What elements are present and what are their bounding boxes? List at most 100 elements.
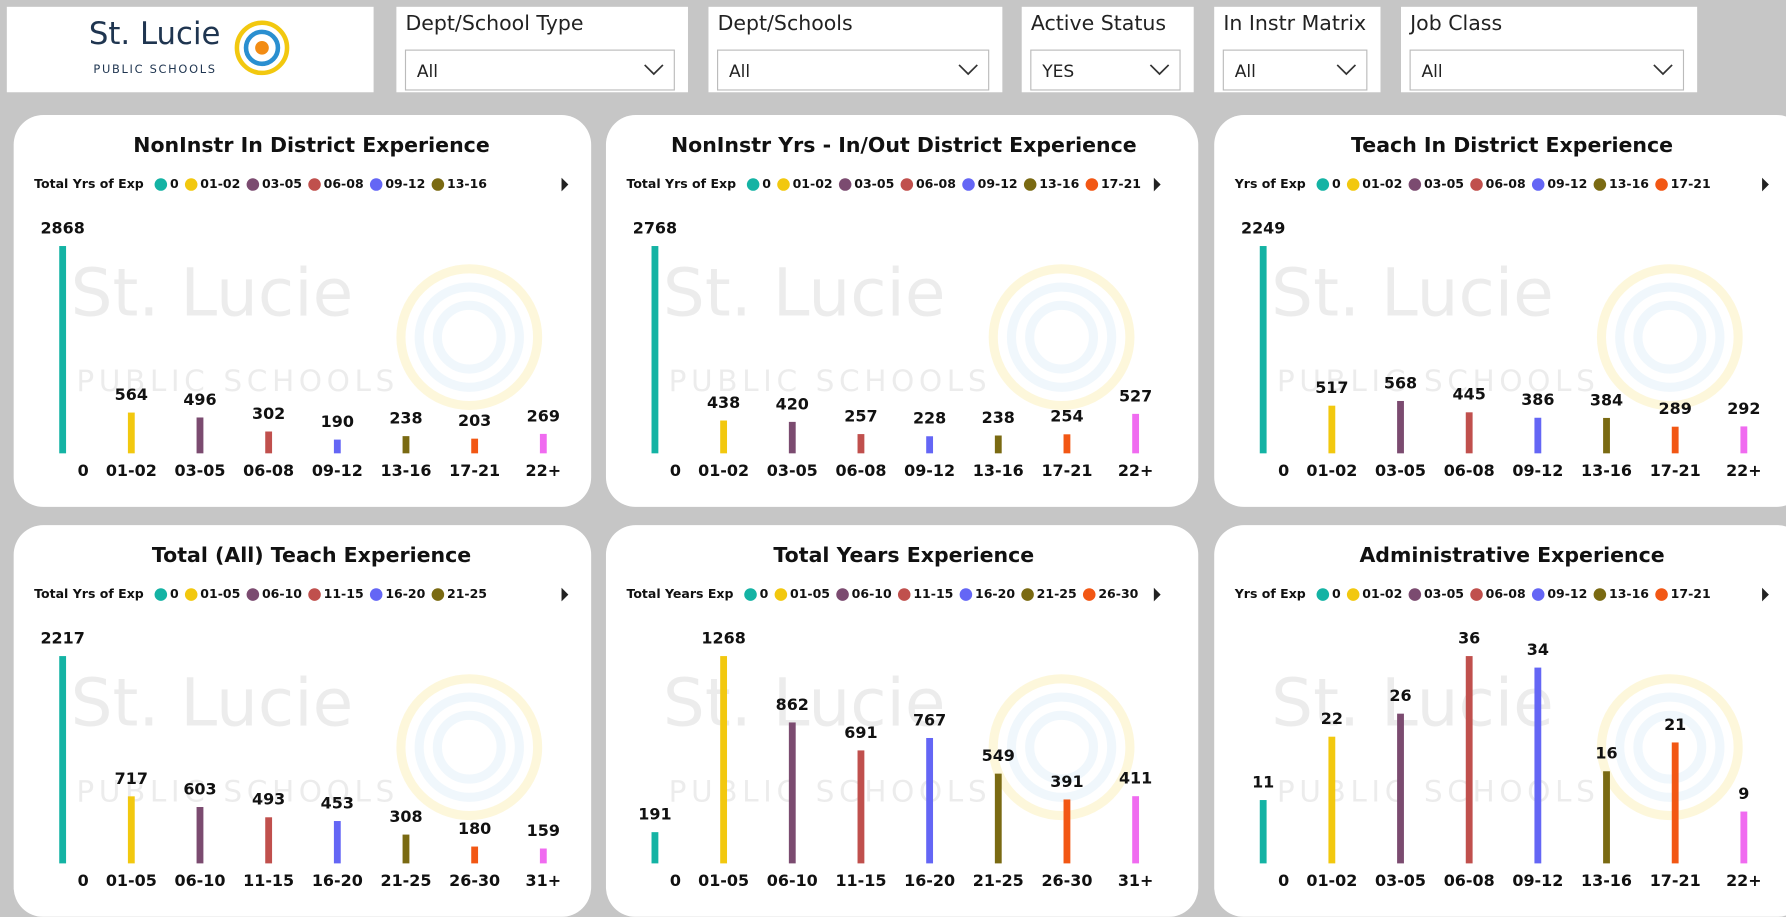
legend-dot xyxy=(184,178,198,191)
bar xyxy=(59,246,67,454)
bar xyxy=(857,434,865,454)
filter-dropdown[interactable] xyxy=(1409,49,1685,91)
logo-box xyxy=(6,6,374,93)
data-label: 191 xyxy=(638,805,671,824)
chart-card xyxy=(13,115,592,507)
x-tick-label: 0 xyxy=(670,461,681,480)
data-label: 203 xyxy=(458,411,491,430)
data-label: 159 xyxy=(527,821,560,840)
bar xyxy=(196,417,204,454)
x-tick-label: 06-08 xyxy=(243,461,294,480)
data-label: 11 xyxy=(1252,772,1274,791)
legend-entry: 03-05 xyxy=(1424,176,1464,191)
x-tick-label: 22+ xyxy=(526,461,562,480)
legend-dot xyxy=(369,588,383,601)
legend-entry: 09-12 xyxy=(1547,176,1587,191)
legend-entry: 21-25 xyxy=(1037,586,1077,601)
legend-scroll-arrow[interactable] xyxy=(1762,587,1769,602)
legend-title: Total Yrs of Exp xyxy=(34,176,144,191)
legend-entry: 0 xyxy=(1332,176,1341,191)
bar xyxy=(1671,426,1679,454)
x-tick-label: 06-10 xyxy=(767,871,818,890)
data-label: 2768 xyxy=(633,218,677,237)
x-tick-label: 0 xyxy=(78,461,89,480)
chart-title: Total (All) Teach Experience xyxy=(152,543,471,567)
chart-card xyxy=(605,115,1199,507)
bar xyxy=(1603,771,1610,864)
legend-title: Total Yrs of Exp xyxy=(626,176,736,191)
legend-dot xyxy=(959,588,973,601)
data-label: 2217 xyxy=(40,628,84,647)
x-tick-label: 06-08 xyxy=(1444,461,1495,480)
data-label: 16 xyxy=(1595,744,1617,763)
watermark-subtitle: PUBLIC SCHOOLS xyxy=(1277,774,1600,808)
bar xyxy=(539,433,547,454)
legend-dot xyxy=(1316,178,1330,191)
x-tick-label: 31+ xyxy=(526,871,562,890)
bar xyxy=(402,834,410,864)
legend-entry: 01-02 xyxy=(793,176,833,191)
watermark-subtitle: PUBLIC SCHOOLS xyxy=(76,364,399,398)
x-tick-label: 17-21 xyxy=(449,461,500,480)
watermark-ring xyxy=(988,674,1135,821)
data-label: 420 xyxy=(776,394,809,413)
bar xyxy=(59,656,67,864)
x-tick-label: 22+ xyxy=(1118,461,1154,480)
legend-dot xyxy=(1655,178,1668,191)
legend-dot xyxy=(836,588,849,601)
data-label: 308 xyxy=(389,807,422,826)
legend-entry: 0 xyxy=(170,176,179,191)
bar xyxy=(1740,811,1748,864)
x-tick-label: 09-12 xyxy=(904,461,955,480)
x-tick-label: 01-05 xyxy=(698,871,749,890)
filter-dropdown[interactable] xyxy=(404,49,675,91)
legend-scroll-arrow[interactable] xyxy=(1762,177,1769,192)
bar xyxy=(1671,742,1679,864)
legend-dot xyxy=(962,178,975,191)
watermark-ring xyxy=(432,710,506,784)
filter-value: All xyxy=(1422,62,1443,82)
data-label: 527 xyxy=(1119,386,1152,405)
chart-title: Administrative Experience xyxy=(1359,543,1664,567)
legend-entry: 17-21 xyxy=(1101,176,1141,191)
x-tick-label: 09-12 xyxy=(1512,871,1563,890)
legend-dot xyxy=(1470,178,1483,191)
watermark-name: St. Lucie xyxy=(71,664,354,741)
data-label: 549 xyxy=(982,746,1015,765)
filter-value: All xyxy=(417,62,438,82)
x-tick-label: 01-02 xyxy=(698,461,749,480)
watermark-name: St. Lucie xyxy=(1271,664,1554,741)
chart-title: NonInstr Yrs - In/Out District Experienc… xyxy=(671,133,1137,157)
legend-title: Total Years Exp xyxy=(626,586,733,601)
legend-dot xyxy=(900,178,914,191)
legend-scroll-arrow[interactable] xyxy=(561,587,569,602)
filter-dropdown[interactable] xyxy=(1030,49,1181,91)
legend-entry: 06-08 xyxy=(1486,176,1526,191)
bar xyxy=(857,750,865,864)
bar xyxy=(1534,417,1542,454)
watermark-ring xyxy=(1006,282,1117,392)
x-tick-label: 17-21 xyxy=(1650,461,1701,480)
bar xyxy=(720,656,728,864)
legend-scroll-arrow[interactable] xyxy=(1153,177,1161,192)
legend-entry: 17-21 xyxy=(1671,586,1711,601)
legend-entry: 06-08 xyxy=(1486,586,1526,601)
legend-dot xyxy=(1023,178,1037,191)
data-label: 302 xyxy=(252,404,285,423)
x-tick-label: 16-20 xyxy=(904,871,955,890)
legend-scroll-arrow[interactable] xyxy=(561,177,569,192)
bar xyxy=(1603,417,1610,454)
legend-entry: 09-12 xyxy=(1547,586,1587,601)
legend-dot xyxy=(308,588,321,601)
data-label: 2249 xyxy=(1241,218,1285,237)
legend-scroll-arrow[interactable] xyxy=(1153,587,1161,602)
filter-dropdown[interactable] xyxy=(717,49,990,91)
data-label: 517 xyxy=(1315,378,1348,397)
x-tick-label: 03-05 xyxy=(174,461,225,480)
legend-dot xyxy=(897,588,911,601)
data-label: 269 xyxy=(527,406,560,425)
watermark-subtitle: PUBLIC SCHOOLS xyxy=(669,774,992,808)
data-label: 180 xyxy=(458,819,491,838)
legend-entry: 01-02 xyxy=(1362,176,1402,191)
logo-subtitle: PUBLIC SCHOOLS xyxy=(93,62,216,76)
